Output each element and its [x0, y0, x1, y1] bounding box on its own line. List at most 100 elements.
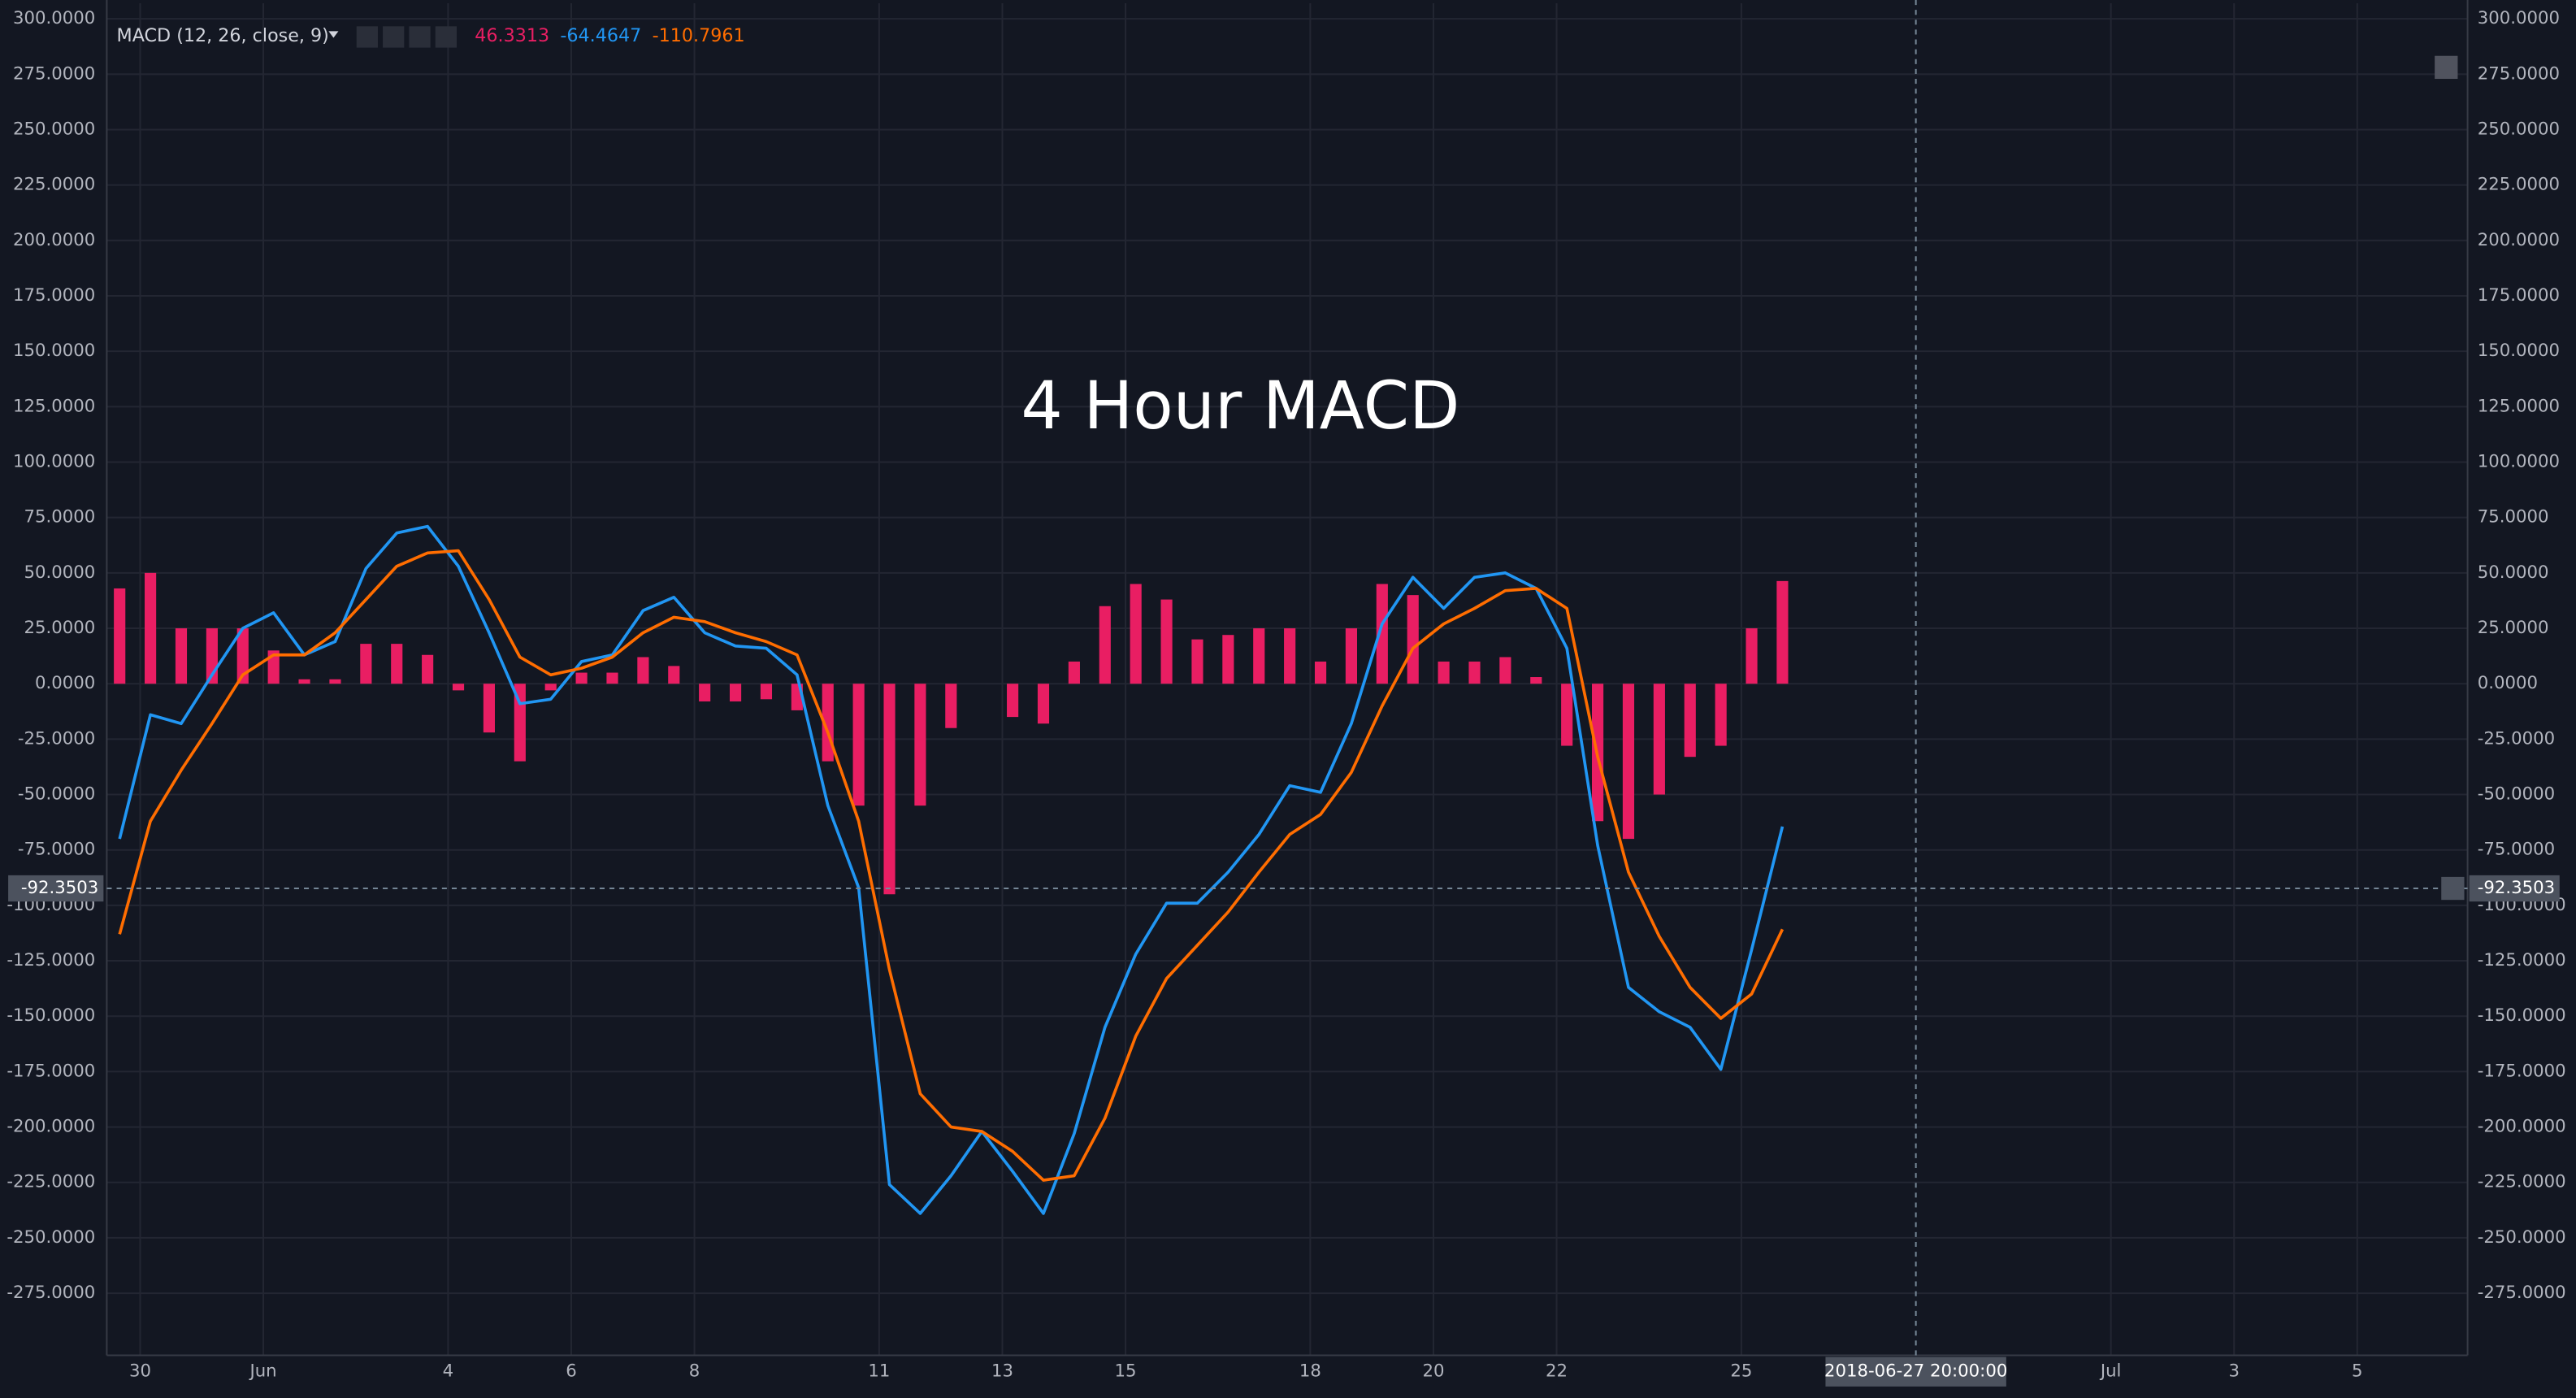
histogram-bar [114, 588, 126, 684]
crosshair-y-label-left: -92.3503 [21, 878, 98, 898]
icon-more[interactable] [409, 26, 431, 48]
histogram-bar [391, 644, 403, 684]
y-tick-label-right: -250.0000 [2478, 1227, 2566, 1248]
y-tick-label-right: 75.0000 [2478, 507, 2549, 528]
y-tick-label-right: -125.0000 [2478, 950, 2566, 970]
y-tick-label-right: -150.0000 [2478, 1005, 2566, 1026]
histogram-bar [1499, 657, 1511, 684]
histogram-bar [145, 572, 157, 684]
crosshair-add-button[interactable] [2441, 876, 2465, 901]
histogram-bar [606, 672, 618, 684]
x-tick-label: Jun [248, 1361, 276, 1382]
y-tick-label-right: -275.0000 [2478, 1283, 2566, 1303]
y-tick-label-right: 300.0000 [2478, 8, 2560, 28]
histogram-bar [729, 684, 742, 702]
histogram-bar [1776, 580, 1789, 684]
histogram-bar [1438, 661, 1450, 684]
dropdown-icon[interactable] [328, 31, 339, 38]
x-tick-label: 22 [1546, 1361, 1568, 1382]
histogram-bar [914, 684, 926, 806]
y-tick-label-right: 100.0000 [2478, 452, 2560, 472]
legend-signal-value: -110.7961 [653, 25, 745, 46]
histogram-bar [298, 679, 310, 684]
plot [114, 524, 1789, 1215]
histogram-bar [1468, 661, 1481, 684]
histogram-bar [422, 654, 434, 684]
histogram-bar [1099, 606, 1111, 684]
chart-title: 4 Hour MACD [1021, 368, 1459, 445]
histogram-bar [267, 650, 280, 684]
y-tick-label-right: -75.0000 [2478, 840, 2555, 860]
y-tick-label-left: -225.0000 [7, 1172, 95, 1192]
histogram-bar [699, 684, 711, 702]
histogram-bar [1007, 684, 1019, 718]
y-tick-label-right: -225.0000 [2478, 1172, 2566, 1192]
y-tick-label-right: 200.0000 [2478, 230, 2560, 250]
histogram-bar [1068, 661, 1080, 684]
histogram-bar [575, 672, 588, 684]
y-tick-label-right: 150.0000 [2478, 341, 2560, 361]
histogram-bar [1622, 684, 1635, 840]
y-tick-label-left: 175.0000 [13, 285, 95, 306]
y-tick-label-left: -175.0000 [7, 1061, 95, 1081]
y-tick-label-left: -200.0000 [7, 1117, 95, 1137]
y-tick-label-left: 250.0000 [13, 119, 95, 139]
y-tick-label-left: -50.0000 [18, 784, 95, 805]
x-tick-label: 30 [129, 1361, 151, 1382]
icon-settings[interactable] [383, 26, 405, 48]
x-tick-label: 8 [689, 1361, 700, 1382]
x-tick-label: 3 [2228, 1361, 2240, 1382]
histogram-bar [945, 684, 957, 728]
y-tick-label-right: 50.0000 [2478, 562, 2549, 583]
histogram-bar [360, 644, 372, 684]
histogram-bar [175, 628, 188, 684]
y-tick-label-right: -175.0000 [2478, 1061, 2566, 1081]
y-tick-label-right: 225.0000 [2478, 175, 2560, 195]
crosshair-y-label-box-right [2469, 875, 2560, 902]
histogram-bar [1222, 635, 1234, 684]
x-tick-label: 18 [1299, 1361, 1321, 1382]
y-tick-label-left: 300.0000 [13, 8, 95, 28]
y-tick-label-left: -275.0000 [7, 1283, 95, 1303]
histogram-bar [1314, 661, 1327, 684]
y-tick-label-left: 100.0000 [13, 452, 95, 472]
legend-macd-value: -64.4647 [560, 25, 641, 46]
histogram-bar [1284, 628, 1296, 684]
crosshair-x-label: 2018-06-27 20:00:00 [1824, 1361, 2007, 1382]
indicator-label[interactable]: MACD (12, 26, close, 9) [117, 25, 329, 46]
histogram-bar [1407, 595, 1419, 684]
histogram-bar [637, 657, 649, 684]
y-tick-label-left: 225.0000 [13, 175, 95, 195]
y-tick-label-left: 75.0000 [24, 507, 95, 528]
histogram-bar [883, 684, 896, 895]
y-tick-label-left: 200.0000 [13, 230, 95, 250]
y-tick-label-right: 0.0000 [2478, 673, 2538, 693]
x-tick-label: 20 [1422, 1361, 1444, 1382]
histogram-bar [1253, 628, 1265, 684]
icon-visibility[interactable] [356, 26, 378, 48]
histogram-bar [668, 666, 680, 684]
y-tick-label-left: 275.0000 [13, 63, 95, 84]
y-tick-label-right: 175.0000 [2478, 285, 2560, 306]
x-tick-label: Jul [2099, 1361, 2122, 1382]
y-tick-label-right: -200.0000 [2478, 1117, 2566, 1137]
histogram-bar [1746, 628, 1758, 684]
icon-remove[interactable] [435, 26, 458, 48]
histogram-bar [236, 628, 249, 684]
crosshair-y-label-right: -92.3503 [2478, 878, 2555, 898]
y-tick-label-right: -25.0000 [2478, 728, 2555, 749]
y-tick-label-right: 25.0000 [2478, 618, 2549, 638]
histogram-bar [1530, 677, 1542, 684]
histogram-bar [1376, 584, 1388, 684]
x-tick-label: 5 [2352, 1361, 2363, 1382]
y-tick-label-left: -125.0000 [7, 950, 95, 970]
x-tick-label: 25 [1730, 1361, 1752, 1382]
histogram-bar [1130, 584, 1142, 684]
scale-icon[interactable] [2435, 55, 2458, 80]
histogram-bar [483, 684, 495, 733]
y-tick-label-right: 275.0000 [2478, 63, 2560, 84]
y-tick-label-left: 125.0000 [13, 396, 95, 416]
